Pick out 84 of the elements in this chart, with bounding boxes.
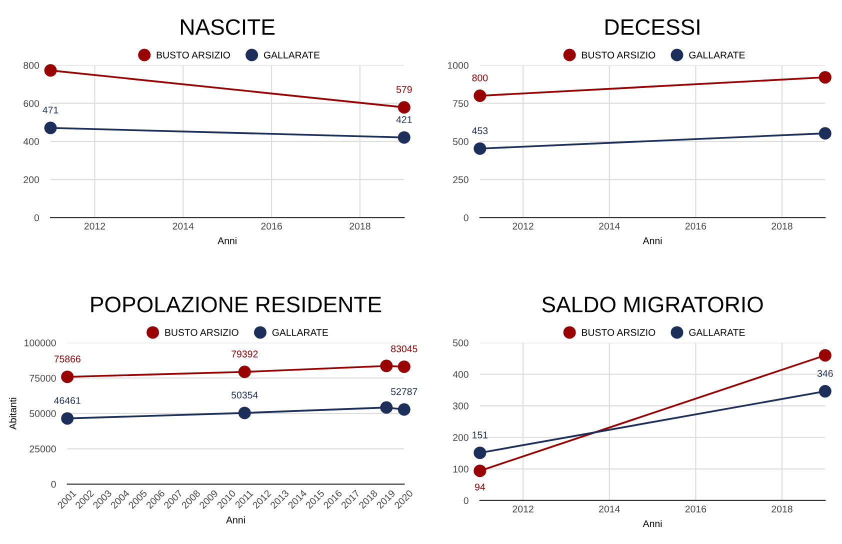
- legend-label: BUSTO ARSIZIO: [156, 52, 230, 58]
- point: [398, 360, 410, 373]
- legend-label: GALLARATE: [689, 329, 745, 336]
- point: [238, 406, 251, 420]
- chart-title: NASCITE: [181, 19, 275, 35]
- point: [818, 71, 832, 84]
- y-tick-label: 0: [51, 480, 56, 488]
- x-axis-title: Anni: [218, 237, 236, 244]
- y-tick-label: 0: [34, 214, 40, 222]
- point: [380, 401, 393, 414]
- y-tick-label: 200: [453, 434, 468, 441]
- x-tick-label: 2018: [772, 506, 792, 512]
- y-tick-label: 0: [464, 214, 468, 222]
- legend-label: BUSTO ARSIZIO: [582, 329, 656, 336]
- data-label: 471: [42, 106, 58, 114]
- y-tick-label: 200: [24, 176, 40, 184]
- point: [474, 89, 486, 102]
- y-tick-label: 750: [453, 100, 468, 107]
- y-tick-label: 500: [453, 138, 468, 146]
- x-tick-label: 2012: [512, 222, 534, 230]
- point: [398, 403, 410, 416]
- x-axis-title: Anni: [642, 520, 662, 528]
- y-tick-label: 400: [23, 138, 40, 146]
- data-label: 346: [817, 370, 833, 377]
- y-tick-label: 300: [452, 402, 468, 410]
- point: [380, 360, 393, 372]
- point: [61, 370, 74, 384]
- y-tick-label: 100000: [24, 339, 56, 346]
- point: [44, 64, 57, 77]
- x-axis-title: Anni: [226, 516, 245, 524]
- point: [474, 464, 486, 478]
- data-label: 75866: [54, 356, 80, 362]
- data-label: 52787: [391, 388, 418, 396]
- data-label: 579: [396, 86, 412, 93]
- legend-label: GALLARATE: [689, 52, 745, 58]
- data-label: 79392: [232, 350, 258, 358]
- point: [238, 366, 251, 378]
- x-tick-label: 2014: [172, 222, 194, 230]
- x-tick-label: 2016: [685, 222, 706, 230]
- data-label: 151: [472, 432, 488, 438]
- point: [398, 101, 410, 114]
- data-label: 46461: [54, 397, 80, 404]
- point: [474, 446, 486, 460]
- data-label: 50354: [231, 392, 258, 399]
- x-tick-label: 2012: [512, 506, 534, 512]
- y-tick-label: 800: [24, 62, 40, 69]
- x-tick-label: 2016: [261, 222, 282, 230]
- point: [474, 142, 486, 155]
- data-label: 83045: [391, 345, 418, 352]
- y-tick-label: 0: [464, 497, 468, 504]
- x-tick-label: 2016: [685, 506, 706, 512]
- point: [44, 122, 57, 134]
- point: [818, 385, 832, 398]
- y-tick-label: 50000: [30, 410, 56, 418]
- x-tick-label: 2018: [350, 222, 370, 230]
- y-tick-label: 75000: [30, 374, 56, 382]
- chart-title: SALDO MIGRATORIO: [542, 296, 763, 312]
- point: [818, 127, 832, 140]
- y-tick-label: 1000: [448, 62, 468, 69]
- y-tick-label: 250: [453, 176, 468, 184]
- x-axis-title: Anni: [642, 237, 662, 244]
- point: [61, 412, 74, 425]
- point: [818, 349, 832, 362]
- point: [398, 131, 410, 144]
- data-label: 453: [472, 127, 488, 134]
- legend-label: BUSTO ARSIZIO: [165, 329, 238, 336]
- y-tick-label: 500: [453, 339, 468, 346]
- x-tick-label: 2018: [772, 222, 792, 230]
- chart-title: POPOLAZIONE RESIDENTE: [91, 296, 382, 312]
- legend-label: GALLARATE: [272, 329, 328, 336]
- chart-title: DECESSI: [606, 19, 700, 35]
- y-tick-label: 600: [24, 100, 40, 107]
- legend-label: BUSTO ARSIZIO: [582, 52, 656, 58]
- y-tick-label: 100: [453, 466, 468, 473]
- x-tick-label: 2012: [84, 222, 106, 230]
- y-tick-label: 400: [452, 371, 468, 378]
- data-label: 94: [474, 484, 486, 490]
- data-label: 421: [396, 116, 412, 123]
- y-tick-label: 25000: [30, 446, 56, 452]
- x-tick-label: 2014: [599, 506, 620, 512]
- y-axis-title: Abitanti: [9, 398, 16, 430]
- legend-label: GALLARATE: [264, 52, 320, 58]
- x-tick-label: 2014: [599, 222, 620, 230]
- data-label: 800: [472, 74, 488, 82]
